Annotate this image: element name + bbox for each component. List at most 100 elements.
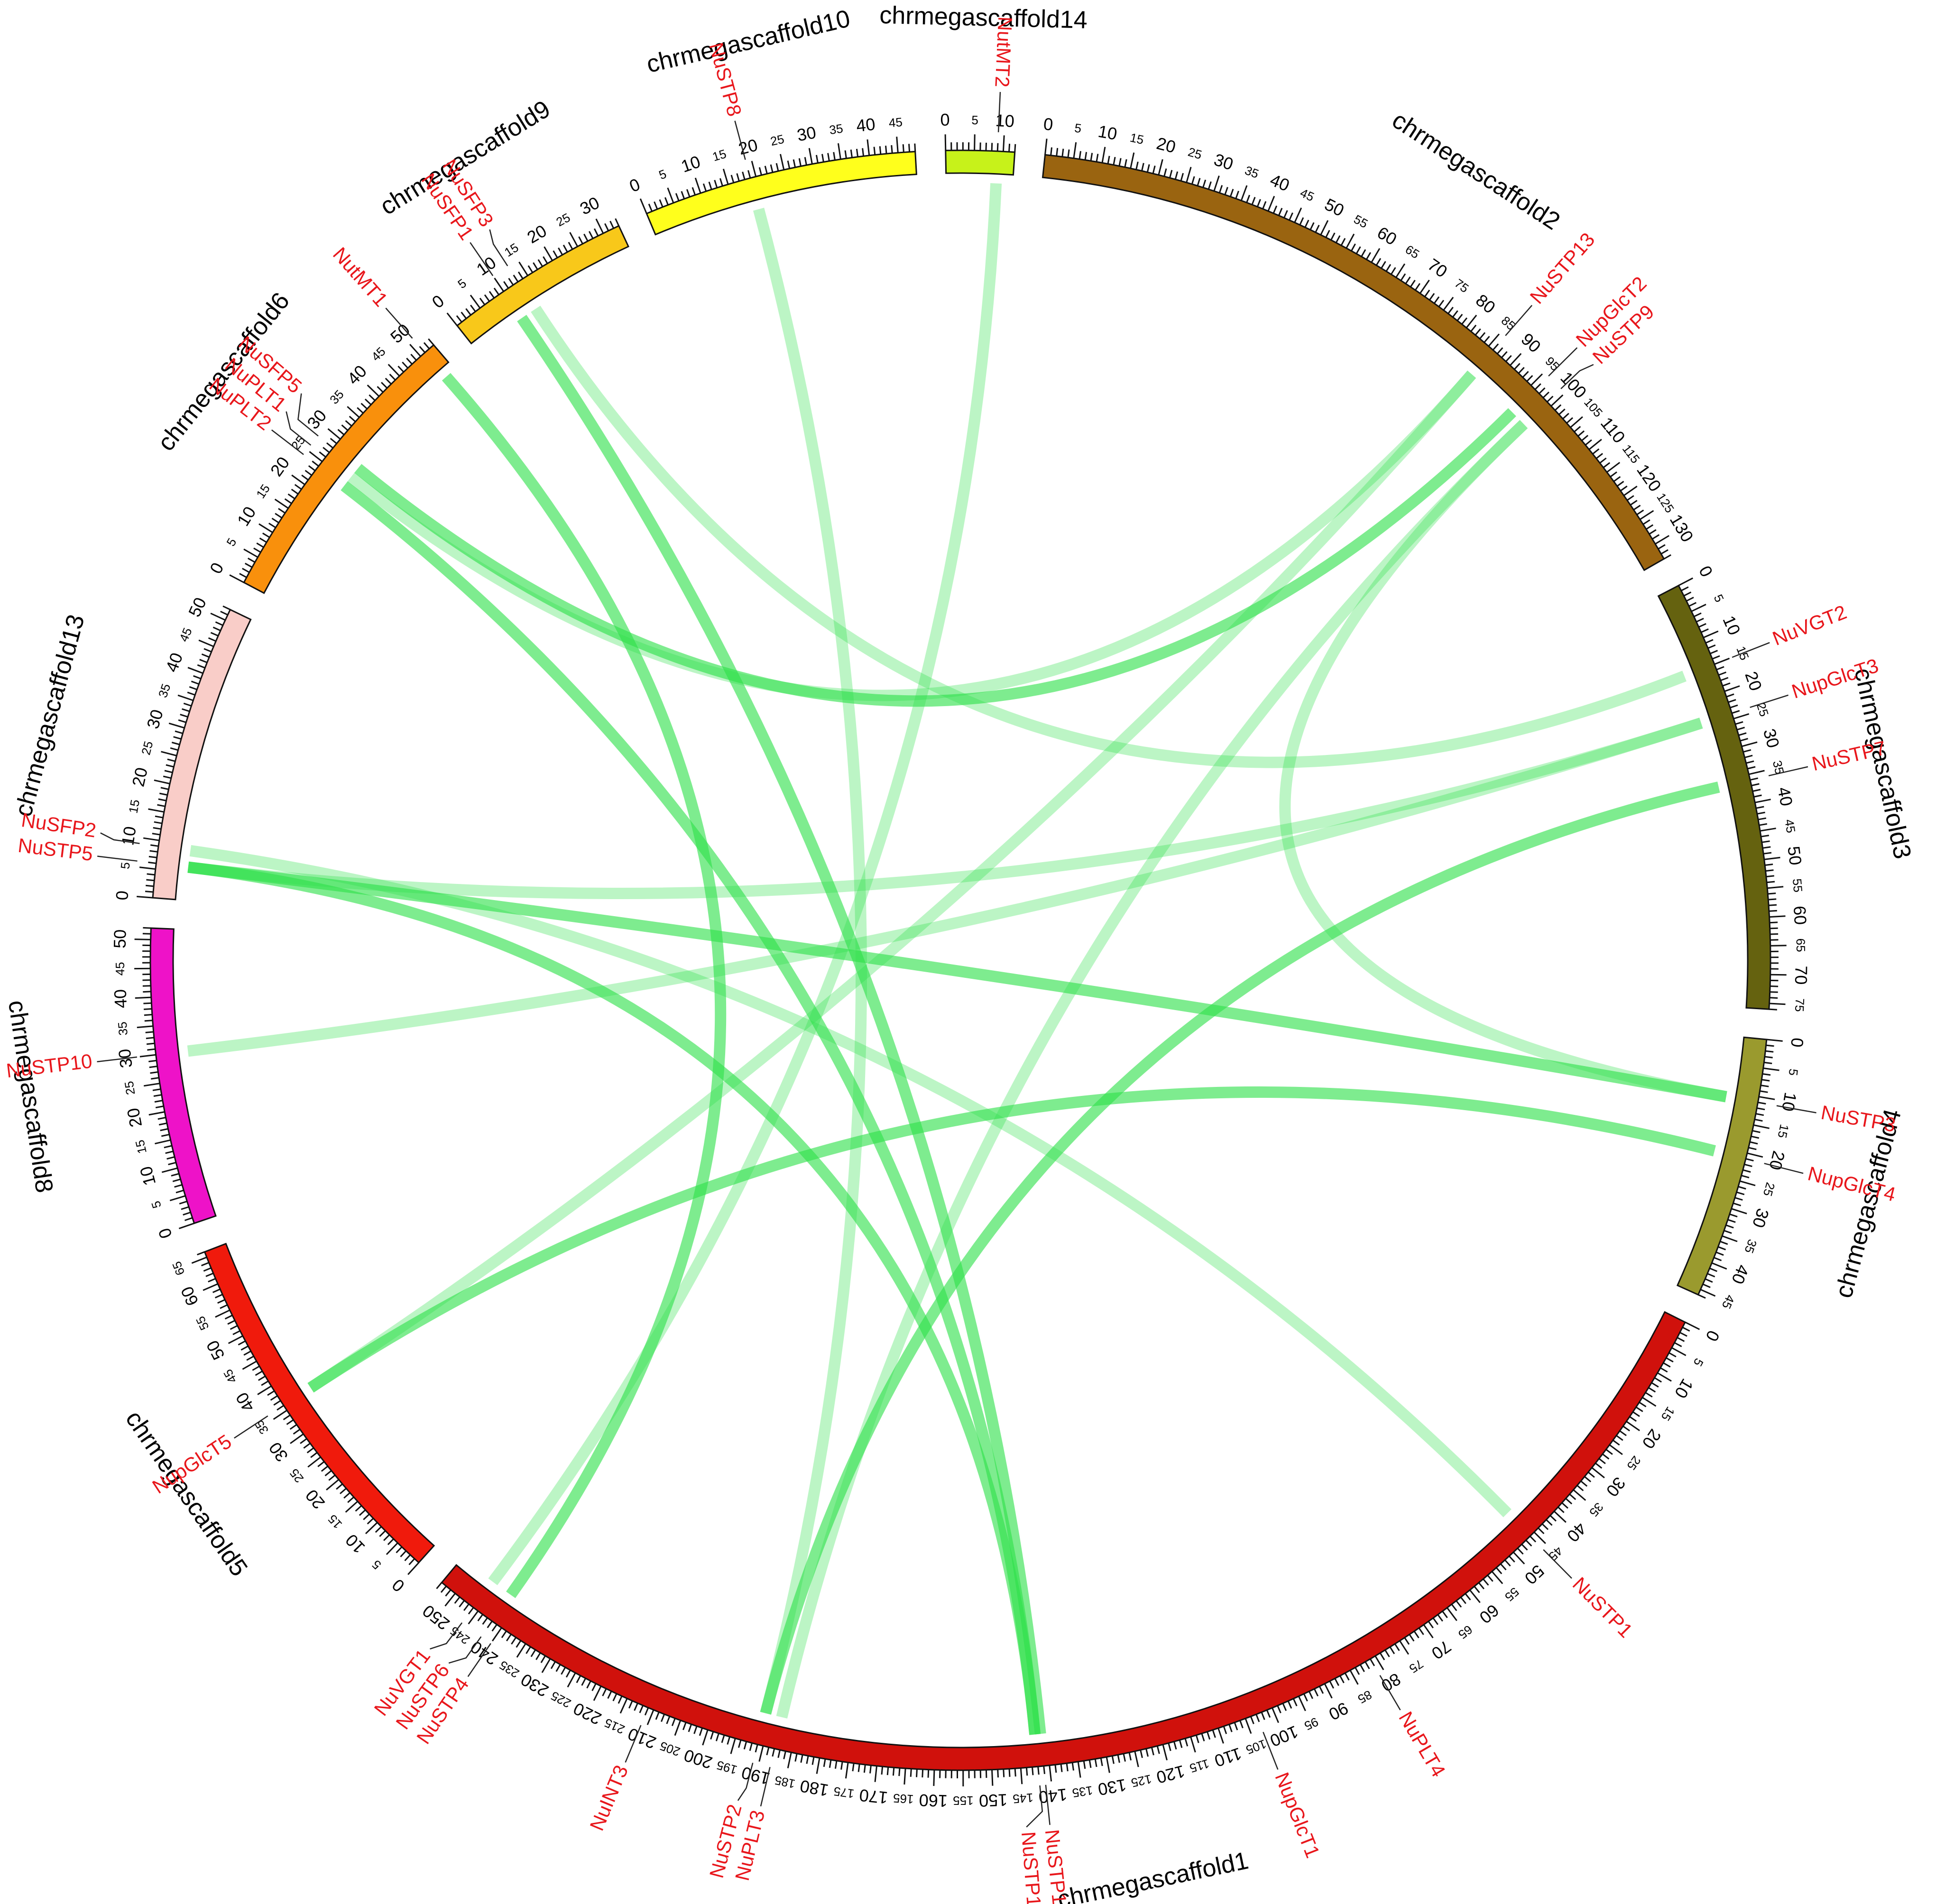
gene-leader-line xyxy=(97,855,138,862)
tick-label: 40 xyxy=(1728,1262,1753,1287)
tick-label: 0 xyxy=(1695,562,1717,580)
tick-marks-chrmegascaffold5 xyxy=(191,1251,420,1575)
tick-label: 35 xyxy=(156,682,174,699)
gene-label: NuSTP13 xyxy=(1525,228,1599,308)
tick-label: 235 xyxy=(497,1658,522,1681)
tick-label: 15 xyxy=(1129,130,1145,147)
chromosome-label: chrmegascaffold8 xyxy=(3,998,58,1195)
tick-label: 20 xyxy=(302,1486,329,1513)
tick-label: 40 xyxy=(1563,1519,1590,1546)
tick-label: 110 xyxy=(1212,1744,1244,1771)
tick-label: 175 xyxy=(833,1784,855,1801)
gene-label: NuSTP1 xyxy=(1568,1573,1637,1642)
synteny-link xyxy=(341,481,1041,1735)
tick-label: 230 xyxy=(517,1670,552,1701)
tick-label: 30 xyxy=(1760,727,1783,750)
tick-label: 120 xyxy=(1633,460,1665,495)
tick-label: 125 xyxy=(1130,1772,1153,1790)
synteny-link xyxy=(760,782,1720,1715)
tick-label: 170 xyxy=(858,1785,889,1808)
tick-label: 100 xyxy=(1267,1722,1301,1751)
tick-label: 50 xyxy=(1784,845,1806,866)
gene-leader-line xyxy=(760,1766,771,1807)
gene-leader-line xyxy=(430,1622,463,1650)
chromosome-arc-chrmegascaffold10 xyxy=(645,151,917,236)
gene-leader-line xyxy=(1764,1163,1804,1174)
tick-label: 75 xyxy=(1407,1656,1426,1676)
tick-label: 75 xyxy=(1792,998,1807,1012)
tick-label: 190 xyxy=(739,1763,772,1788)
tick-label: 15 xyxy=(126,799,142,815)
tick-label: 90 xyxy=(1518,329,1545,356)
tick-label: 25 xyxy=(138,740,156,757)
synteny-link xyxy=(531,305,1687,768)
tick-label: 5 xyxy=(1074,120,1083,136)
tick-label: 40 xyxy=(232,1389,258,1416)
gene-leader-line xyxy=(1560,364,1594,389)
chromosome-label: chrmegascaffold13 xyxy=(9,612,90,819)
tick-label: 25 xyxy=(1761,1181,1778,1198)
tick-label: 60 xyxy=(1476,1600,1503,1628)
tick-label: 20 xyxy=(128,765,151,788)
synteny-link xyxy=(307,370,1476,1393)
tick-marks-chrmegascaffold10 xyxy=(639,137,916,214)
tick-label: 45 xyxy=(888,115,903,130)
gene-label: NutMT2 xyxy=(991,16,1016,88)
tick-label: 45 xyxy=(1298,185,1317,204)
tick-label: 55 xyxy=(1351,212,1370,231)
tick-marks-chrmegascaffold3 xyxy=(1678,577,1787,1011)
tick-label: 115 xyxy=(1620,442,1643,466)
tick-label: 20 xyxy=(123,1106,146,1129)
tick-label: 0 xyxy=(627,175,643,196)
chromosome-label: chrmegascaffold5 xyxy=(120,1406,253,1581)
tick-label: 0 xyxy=(112,890,132,901)
gene-leader-line xyxy=(625,1725,642,1763)
tick-label: 140 xyxy=(1038,1785,1068,1807)
tick-label: 220 xyxy=(570,1699,604,1729)
tick-label: 35 xyxy=(828,121,844,137)
tick-label: 50 xyxy=(110,929,130,948)
tick-label: 5 xyxy=(118,861,132,870)
gene-leader-line xyxy=(737,1762,754,1801)
gene-leader-line xyxy=(489,229,508,267)
gene-leader-line xyxy=(297,393,319,437)
gene-label: NutMT1 xyxy=(329,243,392,311)
tick-label: 40 xyxy=(343,361,370,388)
tick-label: 40 xyxy=(1774,785,1797,808)
gene-label: NuSTP12 xyxy=(1041,1828,1072,1904)
tick-label: 225 xyxy=(548,1689,573,1711)
chromosome-arc-chrmegascaffold1 xyxy=(441,1311,1687,1771)
tick-label: 105 xyxy=(1581,395,1605,420)
chromosome-label: chrmegascaffold2 xyxy=(1387,106,1565,235)
tick-label: 40 xyxy=(1267,170,1292,195)
synteny-link xyxy=(187,717,1703,1057)
gene-leader-line xyxy=(1776,1105,1816,1113)
tick-label: 65 xyxy=(1403,242,1422,262)
tick-label: 65 xyxy=(1794,938,1808,952)
gene-leader-line xyxy=(448,1636,482,1664)
tick-label: 80 xyxy=(1378,1669,1404,1696)
tick-label: 55 xyxy=(1790,878,1805,892)
gene-leader-line xyxy=(467,1643,491,1677)
tick-label: 35 xyxy=(115,1021,130,1036)
tick-label: 45 xyxy=(1719,1293,1738,1311)
gene-leader-line xyxy=(234,1415,268,1439)
gene-leader-line xyxy=(1750,694,1788,708)
chromosome-arc-chrmegascaffold14 xyxy=(945,149,1016,176)
tick-label: 15 xyxy=(132,1139,149,1155)
gene-leader-line xyxy=(271,429,304,455)
gene-leader-line xyxy=(97,1056,138,1063)
gene-leader-line xyxy=(1543,1549,1572,1579)
tick-marks-chrmegascaffold6 xyxy=(229,338,434,583)
tick-label: 65 xyxy=(1456,1622,1475,1642)
tick-label: 10 xyxy=(341,1530,369,1557)
tick-label: 0 xyxy=(206,560,228,577)
tick-label: 60 xyxy=(177,1284,203,1309)
tick-label: 5 xyxy=(148,1199,164,1210)
tick-label: 125 xyxy=(1654,490,1677,515)
tick-label: 115 xyxy=(1188,1757,1211,1776)
tick-label: 15 xyxy=(1775,1123,1791,1139)
tick-label: 75 xyxy=(1452,276,1471,295)
synteny-link xyxy=(187,861,1727,1103)
tick-label: 30 xyxy=(1212,149,1236,174)
